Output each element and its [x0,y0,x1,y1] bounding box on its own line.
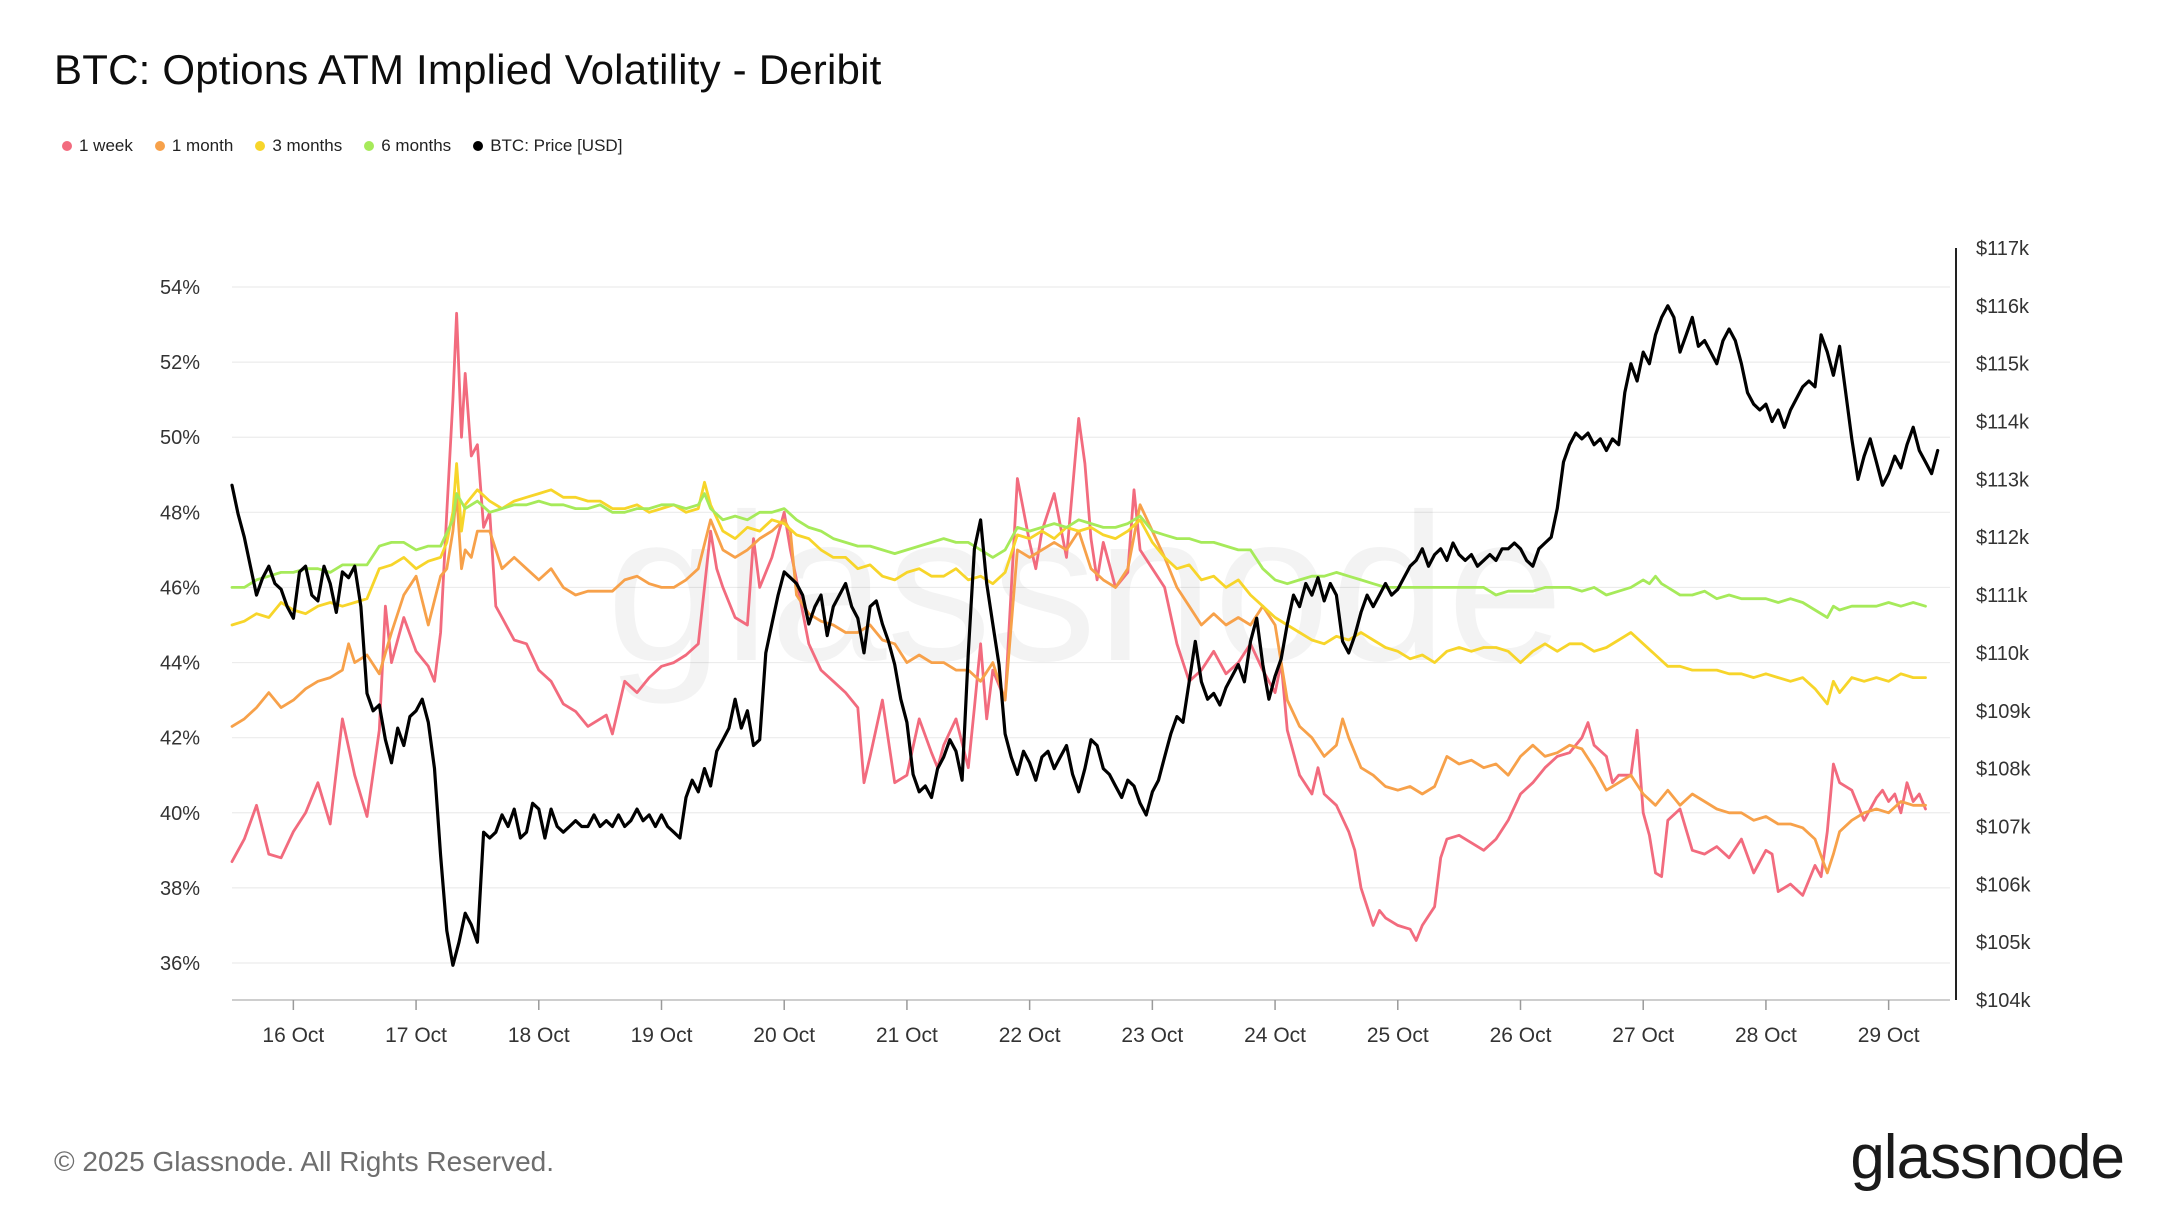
x-tick-label: 22 Oct [999,1024,1061,1047]
y-left-tick-label: 42% [160,728,200,750]
legend-item-1-month[interactable]: 1 month [154,136,234,156]
x-tick-label: 21 Oct [876,1024,938,1047]
series-layer [230,304,1940,967]
grid-lines [232,286,1950,964]
y-right-tick-label: $107k [1976,816,2031,838]
y-right-tick-label: $105k [1976,932,2031,954]
y-left-tick-label: 46% [160,577,200,599]
y-right-tick-label: $112k [1976,527,2030,549]
y-left-tick-label: 48% [160,502,200,524]
y-right-tick-label: $117k [1976,238,2030,260]
chart-legend: 1 week 1 month 3 months 6 months BTC: Pr… [62,136,644,156]
legend-swatch-1-month [154,141,165,151]
y-right-tick-label: $109k [1976,701,2031,723]
legend-item-6-months[interactable]: 6 months [364,136,451,156]
series-line-6-months[interactable] [230,492,1927,619]
x-tick-label: 20 Oct [753,1024,815,1047]
y-left-tick-label: 54% [160,277,200,299]
y-right-tick-label: $116k [1976,296,2030,318]
y-right-tick-label: $104k [1976,990,2031,1012]
y-left-tick-label: 52% [160,352,200,374]
y-left-tick-label: 36% [160,953,200,975]
legend-label-3-months: 3 months [272,136,343,155]
x-tick-label: 23 Oct [1121,1024,1183,1047]
y-right-tick-label: $115k [1976,354,2030,376]
legend-item-1-week[interactable]: 1 week [62,136,133,156]
legend-label-1-week: 1 week [79,136,133,155]
legend-swatch-6-months [364,141,375,151]
x-tick-label: 27 Oct [1612,1024,1674,1047]
legend-swatch-1-week [62,141,72,151]
y-right-tick-label: $108k [1976,759,2031,781]
y-left-tick-label: 40% [160,803,200,825]
x-tick-label: 29 Oct [1858,1024,1920,1047]
x-tick-label: 25 Oct [1367,1024,1429,1047]
x-tick-label: 17 Oct [385,1024,447,1047]
copyright-notice: © 2025 Glassnode. All Rights Reserved. [54,1146,555,1177]
y-left-tick-label: 38% [160,878,200,900]
series-line-1-week[interactable] [230,311,1927,942]
legend-swatch-3-months [255,141,266,151]
x-tick-label: 18 Oct [508,1024,570,1047]
series-line-3-months[interactable] [230,462,1927,706]
axes: 36% 38% 40% 42% 44% 46% 48% 50% 52% 54% $104k $105k… [160,238,2032,1047]
x-tick-label: 24 Oct [1244,1024,1306,1047]
x-tick-label: 16 Oct [262,1024,324,1047]
legend-label-1-month: 1 month [171,136,234,155]
chart-title: BTC: Options ATM Implied Volatility - De… [54,46,882,93]
glassnode-logo[interactable]: glassnode [1850,1123,2125,1192]
y-left-tick-label: 44% [160,653,200,675]
series-line-1-month[interactable] [230,492,1927,875]
legend-item-3-months[interactable]: 3 months [255,136,342,156]
x-tick-label: 19 Oct [631,1024,693,1047]
y-right-tick-label: $111k [1976,585,2029,607]
y-left-tick-label: 50% [160,427,200,449]
legend-item-btc-price[interactable]: BTC: Price [USD] [473,136,622,156]
legend-swatch-btc-price [473,141,484,151]
y-right-tick-label: $106k [1976,874,2031,896]
y-right-tick-label: $114k [1976,412,2030,434]
x-tick-label: 26 Oct [1490,1024,1552,1047]
legend-label-6-months: 6 months [381,136,452,155]
y-right-tick-label: $113k [1976,469,2030,491]
y-right-tick-label: $110k [1976,643,2030,665]
x-tick-label: 28 Oct [1735,1024,1797,1047]
legend-label-btc-price: BTC: Price [USD] [490,136,623,155]
series-line-btc-price-usd[interactable] [230,304,1940,967]
